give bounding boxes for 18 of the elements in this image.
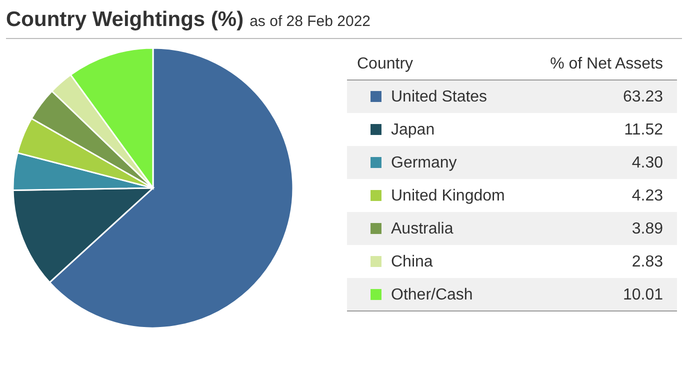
text: % of Net Assets bbox=[550, 56, 663, 72]
data-label: 63.23 bbox=[622, 88, 664, 106]
data-label: 3.89 bbox=[632, 220, 664, 238]
legend-label: Australia bbox=[391, 220, 454, 238]
legend-label: United Kingdom bbox=[391, 188, 505, 204]
legend-label: Germany bbox=[391, 154, 457, 172]
legend-label: United States bbox=[391, 88, 488, 106]
data-label: 10.01 bbox=[622, 286, 664, 304]
legend-title: Country bbox=[357, 56, 414, 72]
legend-label: Other/Cash bbox=[391, 286, 473, 304]
legend-label: China bbox=[391, 254, 433, 270]
data-label: 2.83 bbox=[632, 254, 664, 270]
data-label: 11.52 bbox=[624, 122, 664, 138]
chart-subtitle: as of 28 Feb 2022 bbox=[250, 13, 371, 30]
data-label: 4.30 bbox=[632, 154, 664, 172]
data-label: 4.23 bbox=[632, 188, 664, 204]
legend-label: Japan bbox=[391, 122, 435, 138]
chart-title: Country Weightings (%) bbox=[6, 8, 244, 31]
